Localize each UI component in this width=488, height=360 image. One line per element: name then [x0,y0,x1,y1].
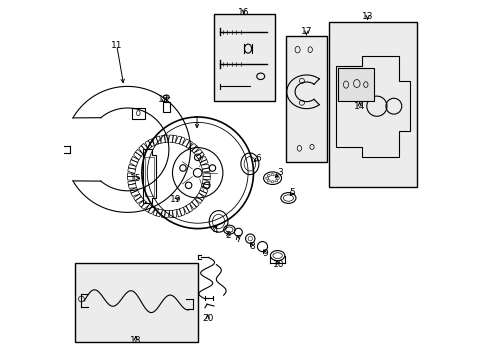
Text: 16: 16 [238,8,249,17]
Text: 1: 1 [194,116,200,125]
Text: 2: 2 [225,231,231,240]
Text: 12: 12 [158,94,169,104]
Text: 4: 4 [212,226,217,235]
Text: 19: 19 [170,195,182,204]
Bar [285,36,326,162]
Text: 15: 15 [130,174,141,183]
Text: 3: 3 [276,168,282,177]
Text: 7: 7 [235,235,241,244]
Text: 20: 20 [202,314,213,323]
Text: 10: 10 [272,260,284,269]
Text: 9: 9 [262,249,268,258]
Bar [75,263,197,342]
Bar [213,14,275,101]
Text: 17: 17 [300,27,311,36]
Text: 6: 6 [255,154,261,163]
Text: 11: 11 [111,40,122,49]
Text: 5: 5 [288,188,294,197]
Text: 8: 8 [249,242,255,251]
Bar [328,22,416,187]
Text: 14: 14 [353,102,365,111]
Text: 18: 18 [130,336,141,345]
Bar [337,68,373,101]
Text: 13: 13 [361,12,373,21]
